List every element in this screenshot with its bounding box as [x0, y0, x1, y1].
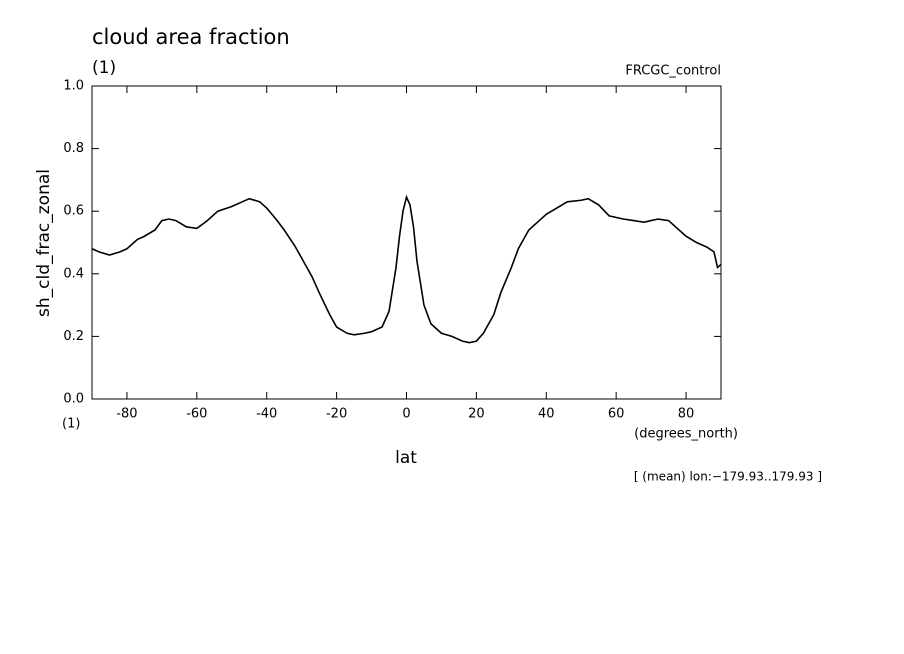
y-tick-label: 0.8	[63, 141, 84, 156]
plot-frame	[91, 85, 722, 400]
y-tick-label: 0.0	[63, 392, 84, 407]
chart-subtitle: (1)	[92, 58, 116, 78]
y-tick-label: 0.4	[63, 266, 84, 281]
x-tick-label: -60	[186, 407, 207, 422]
x-axis-label: lat	[395, 448, 417, 468]
x-units: (degrees_north)	[634, 427, 738, 442]
y-units: (1)	[62, 417, 80, 432]
dataset-label: FRCGC_control	[625, 64, 721, 79]
data-line	[91, 194, 722, 344]
x-tick-label: 40	[538, 407, 555, 422]
y-axis-label: sh_cld_frac_zonal	[34, 169, 54, 317]
x-tick-label: -40	[256, 407, 277, 422]
x-tick-label: -80	[116, 407, 137, 422]
x-tick-label: 80	[678, 407, 695, 422]
y-tick-label: 1.0	[63, 79, 84, 94]
y-tick-label: 0.2	[63, 329, 84, 344]
x-tick-label: 20	[468, 407, 485, 422]
x-tick-label: -20	[326, 407, 347, 422]
note: [ (mean) lon:−179.93..179.93 ]	[634, 470, 822, 484]
x-tick-label: 0	[402, 407, 410, 422]
x-tick-label: 60	[608, 407, 625, 422]
y-tick-label: 0.6	[63, 204, 84, 219]
chart-title: cloud area fraction	[92, 25, 290, 49]
